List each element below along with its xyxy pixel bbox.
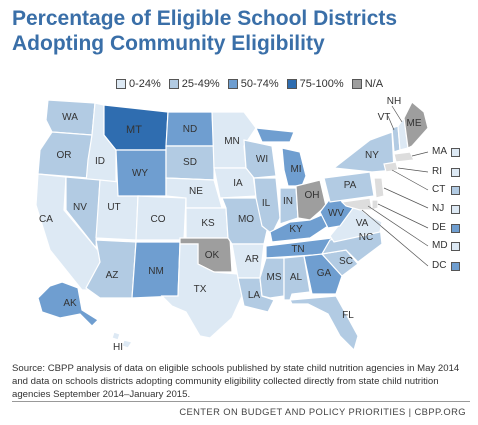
label-ri: RI bbox=[432, 166, 442, 177]
state-oh bbox=[295, 179, 327, 221]
state-nv bbox=[65, 176, 101, 250]
state-ak bbox=[37, 281, 99, 327]
label-tx: TX bbox=[194, 284, 207, 295]
label-mo: MO bbox=[238, 214, 254, 225]
label-me: ME bbox=[407, 118, 422, 129]
swatch-ma bbox=[451, 148, 460, 157]
label-nj: NJ bbox=[432, 203, 445, 214]
label-ok: OK bbox=[205, 250, 220, 261]
label-md: MD bbox=[432, 240, 448, 251]
label-de: DE bbox=[432, 222, 446, 233]
state-hi bbox=[111, 331, 121, 341]
leader-lines bbox=[361, 105, 429, 267]
label-wy: WY bbox=[132, 168, 148, 179]
legend-swatch bbox=[286, 79, 297, 89]
swatch-ri bbox=[451, 168, 460, 177]
label-la: LA bbox=[248, 290, 261, 301]
legend-item-25-49: 25-49% bbox=[168, 78, 220, 90]
label-or: OR bbox=[57, 150, 72, 161]
legend-swatch bbox=[227, 79, 238, 89]
label-nc: NC bbox=[359, 232, 373, 243]
label-pa: PA bbox=[344, 180, 357, 191]
swatch-ct bbox=[451, 186, 460, 195]
source-note: Source: CBPP analysis of data on eligibl… bbox=[12, 363, 460, 400]
state-or bbox=[37, 131, 93, 179]
label-in: IN bbox=[283, 196, 293, 207]
state-hi-2 bbox=[121, 339, 133, 349]
legend-label: 0-24% bbox=[129, 78, 161, 90]
legend-label: 50-74% bbox=[240, 78, 279, 90]
state-ga bbox=[303, 253, 343, 295]
label-wv: WV bbox=[328, 208, 344, 219]
label-ar: AR bbox=[245, 254, 259, 265]
label-nh: NH bbox=[387, 96, 401, 107]
label-az: AZ bbox=[106, 270, 119, 281]
label-ga: GA bbox=[317, 268, 332, 279]
label-ia: IA bbox=[233, 178, 243, 189]
label-mt: MT bbox=[126, 124, 142, 136]
state-tx bbox=[160, 243, 243, 339]
state-me bbox=[403, 101, 429, 149]
label-wa: WA bbox=[62, 112, 78, 123]
label-ut: UT bbox=[107, 202, 120, 213]
label-il: IL bbox=[262, 198, 271, 209]
label-wi: WI bbox=[256, 154, 268, 165]
label-fl: FL bbox=[342, 310, 354, 321]
map-title: Percentage of Eligible School Districts … bbox=[12, 7, 398, 55]
label-al: AL bbox=[290, 272, 303, 283]
legend-item-na: N/A bbox=[351, 78, 384, 90]
state-md bbox=[340, 197, 373, 211]
label-va: VA bbox=[356, 218, 369, 229]
state-de bbox=[371, 199, 379, 211]
label-vt: VT bbox=[378, 112, 391, 123]
state-ma bbox=[393, 151, 415, 163]
legend-swatch bbox=[168, 79, 179, 89]
swatch-nj bbox=[451, 205, 460, 214]
legend-item-75-100: 75-100% bbox=[286, 78, 344, 90]
label-nd: ND bbox=[183, 124, 197, 135]
label-mi: MI bbox=[290, 164, 301, 175]
state-ct bbox=[383, 161, 399, 173]
swatch-dc bbox=[451, 262, 460, 271]
label-nm: NM bbox=[148, 266, 164, 277]
legend-item-50-74: 50-74% bbox=[227, 78, 279, 90]
label-ny: NY bbox=[365, 150, 379, 161]
label-id: ID bbox=[95, 156, 105, 167]
label-nv: NV bbox=[73, 202, 87, 213]
legend-label: 75-100% bbox=[299, 78, 344, 90]
legend-label: 25-49% bbox=[181, 78, 220, 90]
label-ca: CA bbox=[39, 214, 53, 225]
label-ne: NE bbox=[189, 186, 203, 197]
label-sc: SC bbox=[339, 256, 353, 267]
state-mi-upper bbox=[255, 127, 295, 143]
legend-label: N/A bbox=[364, 78, 384, 90]
label-mn: MN bbox=[224, 136, 240, 147]
label-ks: KS bbox=[201, 218, 215, 229]
state-wi bbox=[243, 139, 277, 179]
label-ct: CT bbox=[432, 184, 446, 195]
label-hi: HI bbox=[113, 342, 123, 353]
legend-item-0-24: 0-24% bbox=[116, 78, 161, 90]
legend-swatch bbox=[116, 79, 126, 89]
state-ny bbox=[332, 131, 395, 173]
label-ak: AK bbox=[63, 298, 77, 309]
label-ky: KY bbox=[289, 224, 303, 235]
legend-swatch bbox=[351, 79, 362, 89]
label-ma: MA bbox=[432, 146, 447, 157]
label-dc: DC bbox=[432, 260, 447, 271]
label-sd: SD bbox=[183, 157, 197, 168]
swatch-de bbox=[451, 224, 460, 233]
state-fl bbox=[289, 295, 359, 352]
label-ms: MS bbox=[267, 272, 282, 283]
legend: 0-24% 25-49% 50-74% 75-100% N/A bbox=[116, 78, 391, 90]
swatch-md bbox=[451, 242, 460, 251]
label-co: CO bbox=[151, 214, 166, 225]
divider bbox=[12, 401, 470, 402]
state-pa bbox=[323, 171, 375, 203]
label-oh: OH bbox=[305, 190, 320, 201]
credit-line: CENTER ON BUDGET AND POLICY PRIORITIES |… bbox=[179, 406, 466, 417]
state-nj bbox=[373, 177, 385, 199]
label-tn: TN bbox=[291, 244, 304, 255]
